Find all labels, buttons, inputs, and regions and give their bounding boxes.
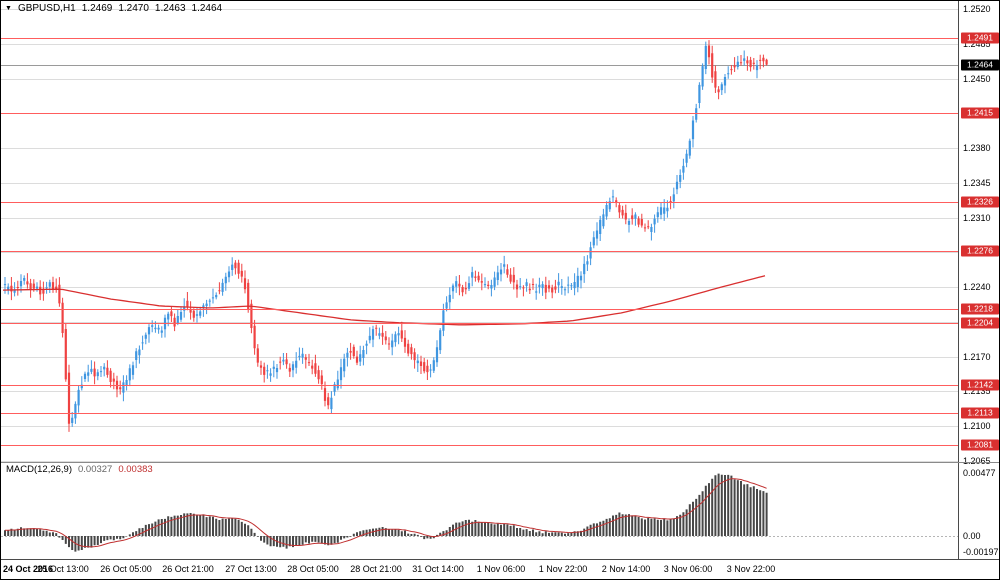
time-axis-label: 31 Oct 14:00 — [412, 564, 464, 574]
symbol-period-label: GBPUSD,H1 — [17, 3, 76, 14]
macd-histogram — [4, 473, 768, 552]
time-axis-label: 27 Oct 13:00 — [225, 564, 277, 574]
time-axis-label: 26 Oct 05:00 — [100, 564, 152, 574]
price-tick-label: 1.2240 — [963, 282, 991, 293]
macd-signal-value: 0.00383 — [118, 464, 153, 475]
chart-title-bar: ▼ GBPUSD,H1 1.2469 1.2470 1.2463 1.2464 — [5, 3, 222, 14]
price-tick-label: 1.2100 — [963, 421, 991, 432]
level-price-badge: 1.2204 — [961, 317, 999, 329]
time-scale[interactable]: 24 Oct 2016 25 Oct 13:00 26 Oct 05:00 26 Oc… — [1, 559, 999, 579]
price-tick-label: 1.2520 — [963, 4, 991, 14]
macd-indicator-label: MACD(12,26,9) 0.00327 0.00383 — [6, 464, 153, 475]
bar-low-value: 1.2463 — [154, 3, 186, 14]
level-price-badge: 1.2218 — [961, 303, 999, 315]
macd-scale-label: 0.00 — [963, 531, 981, 541]
time-axis-label: 26 Oct 21:00 — [162, 564, 214, 574]
time-axis-label: 1 Nov 06:00 — [476, 564, 526, 574]
time-axis-label: 3 Nov 22:00 — [726, 564, 776, 574]
macd-name: MACD(12,26,9) — [6, 464, 72, 475]
macd-main-value: 0.00327 — [78, 464, 113, 475]
moving-average-line — [2, 275, 766, 326]
price-tick-label: 1.2380 — [963, 143, 991, 154]
bar-close-value: 1.2464 — [191, 3, 223, 14]
candle-bodies-bull — [3, 45, 759, 423]
level-price-badge: 1.2326 — [961, 196, 999, 208]
price-tick-label: 1.2065 — [963, 456, 991, 466]
candle-wicks-bull — [4, 41, 758, 427]
candle-wicks-bear — [10, 40, 768, 432]
level-price-badge: 1.2142 — [961, 379, 999, 390]
time-axis-label: 24 Oct 2016 — [3, 564, 54, 574]
bid-price-badge: 1.2464 — [961, 59, 999, 71]
time-axis-label: 28 Oct 05:00 — [287, 564, 339, 574]
price-tick-label: 1.2450 — [963, 73, 991, 84]
price-scale[interactable]: 1.2520 1.2485 1.2450 1.2380 1.2345 1.2310 1.22… — [958, 1, 999, 559]
price-tick-label: 1.2135 — [963, 386, 991, 397]
price-tick-label: 1.2170 — [963, 351, 991, 362]
indicator-panel-separator — [1, 462, 999, 463]
time-axis-label: 25 Oct 13:00 — [37, 564, 89, 574]
macd-scale-label: -0.00197 — [963, 547, 999, 557]
time-axis-label: 1 Nov 22:00 — [538, 564, 588, 574]
macd-signal-line — [5, 478, 767, 548]
bar-open-value: 1.2469 — [81, 3, 113, 14]
level-price-badge: 1.2276 — [961, 245, 999, 257]
chart-dropdown-icon[interactable]: ▼ — [5, 4, 12, 12]
level-price-badge: 1.2491 — [961, 32, 999, 44]
macd-scale-label: 0.00477 — [963, 468, 996, 478]
price-tick-label: 1.2310 — [963, 212, 991, 223]
level-price-badge: 1.2113 — [961, 407, 999, 419]
bar-high-value: 1.2470 — [118, 3, 149, 14]
candle-bodies-bear — [10, 45, 768, 424]
time-axis-label: 3 Nov 06:00 — [663, 564, 713, 574]
time-axis-label: 28 Oct 21:00 — [350, 564, 402, 574]
level-price-badge: 1.2415 — [961, 107, 999, 119]
time-axis-label: 2 Nov 14:00 — [601, 564, 651, 574]
level-price-badge: 1.2081 — [961, 439, 999, 451]
price-tick-label: 1.2485 — [963, 38, 991, 49]
price-tick-label: 1.2345 — [963, 177, 991, 188]
